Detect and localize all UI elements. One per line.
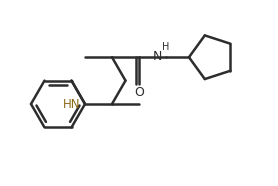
Text: HN: HN <box>63 97 80 110</box>
Text: H: H <box>162 42 170 52</box>
Text: O: O <box>134 86 144 99</box>
Text: N: N <box>153 50 162 63</box>
